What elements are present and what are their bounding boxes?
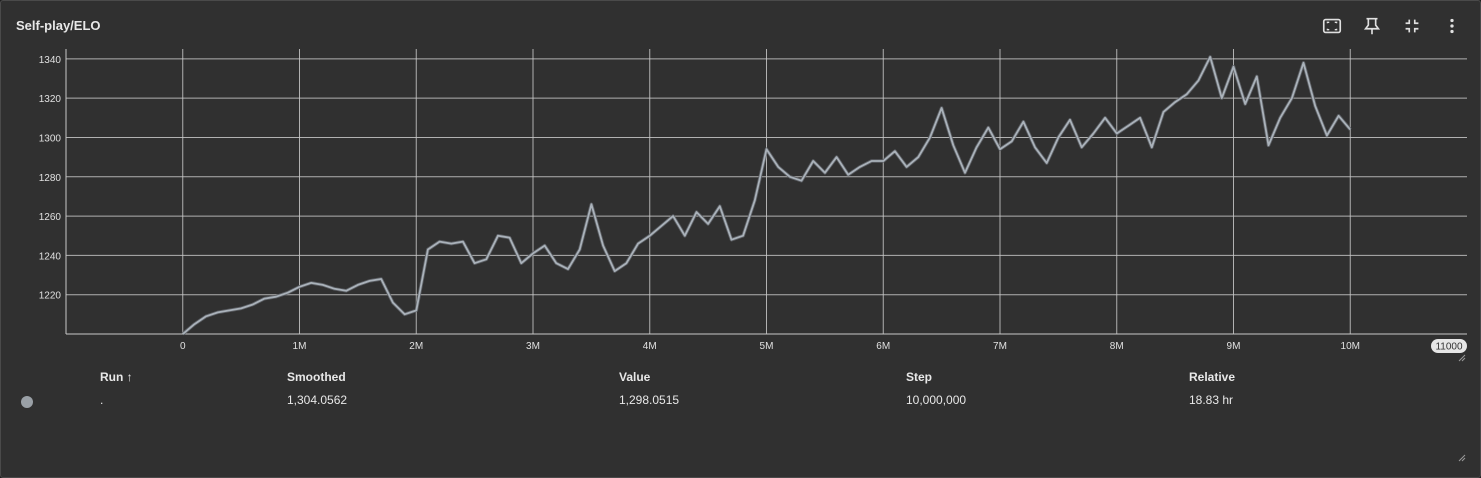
x-tick-label: 4M xyxy=(643,341,657,352)
y-tick-label: 1240 xyxy=(39,251,62,262)
x-tick-label: 3M xyxy=(526,341,540,352)
x-tick-label: 2M xyxy=(409,341,423,352)
col-header-relative[interactable]: Relative xyxy=(1189,370,1236,384)
more-vert-icon xyxy=(1450,18,1454,34)
collapse-icon xyxy=(1405,19,1419,33)
col-header-smoothed[interactable]: Smoothed xyxy=(287,370,346,384)
x-tick-label: 7M xyxy=(993,341,1007,352)
x-tick-label: 5M xyxy=(760,341,774,352)
more-options-button[interactable] xyxy=(1436,13,1468,39)
cell-value: 1,298.0515 xyxy=(619,393,680,407)
line-chart[interactable]: 1220 1240 1260 1280 1300 1320 1340 0 1M 2M 3M 4M 5M 6… xyxy=(1,41,1480,361)
fit-domain-icon xyxy=(1322,18,1342,34)
cell-run: . xyxy=(100,393,104,407)
col-header-step[interactable]: Step xyxy=(906,370,933,384)
cell-step: 10,000,000 xyxy=(906,393,967,407)
cell-smoothed: 1,304.0562 xyxy=(287,393,348,407)
x-tick-label: 1M xyxy=(293,341,307,352)
run-color-dot xyxy=(21,396,33,408)
smoothed-series-line xyxy=(182,56,1351,335)
y-tick-label: 1340 xyxy=(39,55,62,66)
y-tick-label: 1220 xyxy=(39,291,62,302)
x-tick-label: 9M xyxy=(1227,341,1241,352)
fit-domain-button[interactable] xyxy=(1316,13,1348,39)
card-resize-handle[interactable] xyxy=(1458,454,1466,462)
pin-icon xyxy=(1363,17,1381,35)
y-tick-label: 1280 xyxy=(39,173,62,184)
y-tick-label: 1260 xyxy=(39,212,62,223)
y-tick-label: 1300 xyxy=(39,133,62,144)
x-tick-label: 8M xyxy=(1110,341,1124,352)
x-end-label: 11000 xyxy=(1435,342,1463,353)
col-header-run[interactable]: Run ↑ xyxy=(100,370,133,384)
card-title: Self-play/ELO xyxy=(16,18,101,33)
x-tick-label: 0 xyxy=(180,341,186,352)
collapse-button[interactable] xyxy=(1396,13,1428,39)
x-tick-label: 6M xyxy=(876,341,890,352)
x-end-label-pill xyxy=(1431,339,1467,353)
cell-relative: 18.83 hr xyxy=(1189,393,1234,407)
pin-button[interactable] xyxy=(1356,13,1388,39)
y-tick-label: 1320 xyxy=(39,94,62,105)
chart-resize-handle[interactable] xyxy=(1458,354,1466,362)
card-toolbar xyxy=(1316,13,1468,39)
col-header-value[interactable]: Value xyxy=(619,370,651,384)
x-tick-label: 10M xyxy=(1341,341,1360,352)
